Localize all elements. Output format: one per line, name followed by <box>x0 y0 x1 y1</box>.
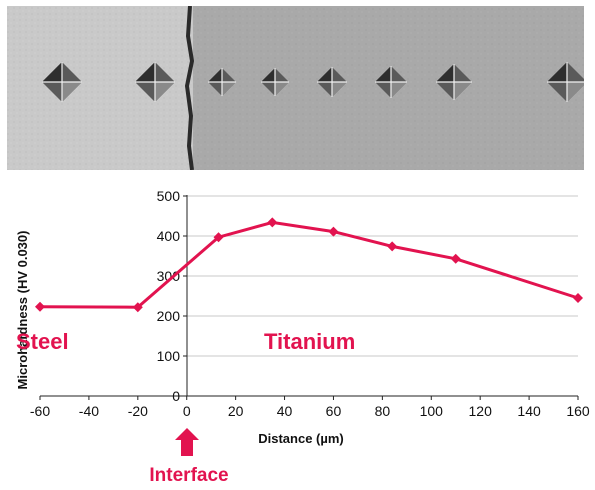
y-tick-label: 200 <box>157 308 181 324</box>
data-point <box>387 241 398 252</box>
y-tick-label: 400 <box>157 228 181 244</box>
data-point <box>213 232 224 243</box>
indent-mark <box>208 68 236 96</box>
x-tick-label: 60 <box>326 403 342 419</box>
x-tick-label: 160 <box>566 403 590 419</box>
y-tick-label: 300 <box>157 268 181 284</box>
x-tick-label: 120 <box>469 403 493 419</box>
titanium-annotation: Titanium <box>264 329 355 354</box>
x-tick-label: 140 <box>517 403 541 419</box>
x-tick-label: -20 <box>128 403 148 419</box>
series-line <box>39 220 579 309</box>
indent-mark <box>436 64 472 100</box>
indent-mark <box>42 62 82 102</box>
data-point <box>267 217 278 228</box>
data-point <box>573 293 583 303</box>
indent-mark <box>375 66 407 98</box>
indent-mark <box>317 67 347 97</box>
x-tick-label: 80 <box>375 403 391 419</box>
indent-mark <box>261 68 289 96</box>
interface-arrow-icon <box>175 428 199 456</box>
y-tick-label: 100 <box>157 348 181 364</box>
data-point <box>35 301 45 312</box>
data-point <box>328 226 339 237</box>
steel-annotation: Steel <box>16 329 69 354</box>
indent-mark <box>135 62 175 102</box>
x-tick-label: 100 <box>420 403 444 419</box>
x-tick-label: 0 <box>183 403 191 419</box>
x-tick-label: -60 <box>30 403 50 419</box>
data-point <box>450 253 461 264</box>
y-tick-label: 500 <box>157 188 181 204</box>
x-axis-label: Distance (µm) <box>258 431 344 446</box>
x-tick-label: 20 <box>228 403 244 419</box>
x-tick-label: 40 <box>277 403 293 419</box>
interface-annotation: Interface <box>149 465 228 486</box>
data-point <box>132 302 143 313</box>
indent-mark <box>547 62 584 102</box>
micrograph-image <box>7 6 584 170</box>
y-tick-label: 0 <box>172 388 180 404</box>
hardness-chart: 0 100 200 300 400 500 -60 -40 -20 0 20 40 60 80 100 12… <box>15 188 590 486</box>
x-tick-label: -40 <box>79 403 99 419</box>
interface-line <box>184 6 195 170</box>
y-axis-label: Microhardness (HV 0.030) <box>15 231 30 390</box>
